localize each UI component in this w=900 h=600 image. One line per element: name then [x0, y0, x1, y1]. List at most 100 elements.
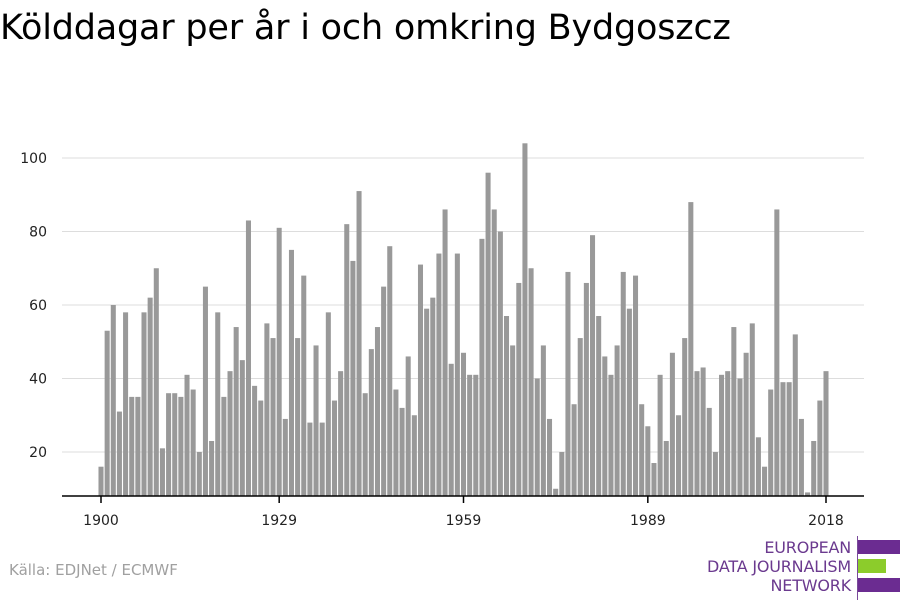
bar-1923[interactable]: [239, 360, 245, 497]
bar-1963[interactable]: [485, 172, 491, 496]
bar-2010[interactable]: [774, 209, 780, 496]
bar-1908[interactable]: [147, 297, 153, 496]
bar-1927[interactable]: [264, 323, 270, 497]
bar-1941[interactable]: [350, 260, 356, 496]
bar-1947[interactable]: [387, 246, 393, 496]
bar-1965[interactable]: [497, 231, 503, 497]
bar-2014[interactable]: [798, 418, 804, 496]
bar-1946[interactable]: [381, 286, 387, 497]
bar-1953[interactable]: [424, 308, 430, 496]
bar-1985[interactable]: [620, 271, 626, 496]
bar-1949[interactable]: [399, 407, 405, 496]
bar-1900[interactable]: [98, 466, 104, 496]
bar-1958[interactable]: [454, 253, 460, 496]
bar-1964[interactable]: [491, 209, 497, 496]
bar-1943[interactable]: [362, 393, 368, 496]
bar-1944[interactable]: [368, 349, 374, 496]
bar-1984[interactable]: [614, 345, 620, 496]
bar-1919[interactable]: [215, 312, 221, 496]
bar-1922[interactable]: [233, 327, 239, 496]
bar-1924[interactable]: [245, 220, 251, 496]
bar-1901[interactable]: [104, 330, 110, 496]
bar-1910[interactable]: [159, 448, 165, 496]
bar-1956[interactable]: [442, 209, 448, 496]
bar-1933[interactable]: [301, 275, 307, 496]
bar-1907[interactable]: [141, 312, 147, 496]
bar-2018[interactable]: [823, 371, 829, 496]
bar-1906[interactable]: [135, 396, 141, 497]
bar-1968[interactable]: [516, 282, 522, 496]
bar-2012[interactable]: [786, 382, 792, 496]
bar-2017[interactable]: [817, 400, 823, 496]
bar-2016[interactable]: [811, 440, 817, 496]
bar-1960[interactable]: [467, 374, 473, 496]
bar-1993[interactable]: [669, 352, 675, 496]
bar-2015[interactable]: [805, 492, 811, 496]
bar-1914[interactable]: [184, 374, 190, 496]
bar-1969[interactable]: [522, 143, 528, 497]
bar-1992[interactable]: [663, 440, 669, 496]
bar-1948[interactable]: [393, 389, 399, 496]
bar-1996[interactable]: [688, 202, 694, 496]
edjnet-logo[interactable]: EUROPEAN DATA JOURNALISM NETWORK: [700, 536, 900, 600]
bar-1937[interactable]: [325, 312, 331, 496]
bar-1975[interactable]: [559, 452, 565, 496]
bar-1955[interactable]: [436, 253, 442, 496]
bar-1995[interactable]: [682, 338, 688, 496]
bar-1939[interactable]: [338, 371, 344, 496]
bar-1903[interactable]: [116, 411, 122, 496]
bar-1989[interactable]: [645, 426, 651, 496]
bar-2006[interactable]: [749, 323, 755, 497]
bar-1988[interactable]: [639, 404, 645, 496]
bar-1976[interactable]: [565, 271, 571, 496]
bar-1915[interactable]: [190, 389, 196, 496]
bar-1916[interactable]: [196, 452, 202, 496]
bar-1990[interactable]: [651, 463, 657, 496]
bar-1945[interactable]: [374, 327, 380, 496]
bar-1951[interactable]: [411, 415, 417, 496]
bar-1911[interactable]: [166, 393, 172, 496]
bar-1980[interactable]: [590, 235, 596, 496]
bar-1972[interactable]: [540, 345, 546, 496]
bar-2000[interactable]: [712, 452, 718, 496]
bar-2009[interactable]: [768, 389, 774, 496]
bar-1952[interactable]: [417, 264, 424, 496]
bar-2008[interactable]: [762, 466, 768, 496]
bar-1966[interactable]: [503, 316, 510, 496]
bar-1912[interactable]: [172, 393, 178, 496]
bar-1931[interactable]: [288, 249, 294, 497]
bar-1902[interactable]: [110, 305, 116, 496]
bar-1987[interactable]: [633, 275, 639, 496]
bar-1930[interactable]: [282, 418, 288, 496]
bar-1970[interactable]: [528, 268, 534, 496]
bar-1998[interactable]: [700, 367, 706, 496]
bar-1929[interactable]: [276, 227, 282, 496]
bar-1950[interactable]: [405, 356, 411, 496]
bar-1921[interactable]: [227, 371, 233, 496]
bar-2005[interactable]: [743, 352, 749, 496]
bar-1905[interactable]: [129, 396, 135, 497]
bar-1936[interactable]: [319, 422, 325, 496]
bar-1973[interactable]: [547, 418, 553, 496]
bar-1979[interactable]: [583, 282, 589, 496]
bar-1986[interactable]: [626, 308, 632, 496]
bar-1994[interactable]: [676, 415, 682, 496]
bar-1959[interactable]: [460, 352, 467, 496]
bar-1999[interactable]: [706, 407, 712, 496]
bar-1917[interactable]: [202, 286, 208, 497]
bar-1982[interactable]: [602, 356, 608, 496]
bar-2011[interactable]: [780, 382, 786, 496]
bar-1997[interactable]: [694, 371, 700, 496]
bar-1967[interactable]: [510, 345, 516, 496]
bar-1974[interactable]: [553, 488, 559, 496]
bar-1913[interactable]: [178, 396, 184, 497]
bar-1942[interactable]: [356, 191, 362, 496]
bar-1971[interactable]: [534, 378, 540, 497]
bar-2013[interactable]: [792, 334, 798, 496]
bar-2004[interactable]: [737, 378, 743, 497]
bar-1932[interactable]: [295, 338, 301, 496]
bar-1935[interactable]: [313, 345, 319, 496]
bar-1928[interactable]: [270, 338, 276, 496]
bar-1925[interactable]: [252, 385, 258, 496]
bar-1940[interactable]: [344, 224, 350, 496]
